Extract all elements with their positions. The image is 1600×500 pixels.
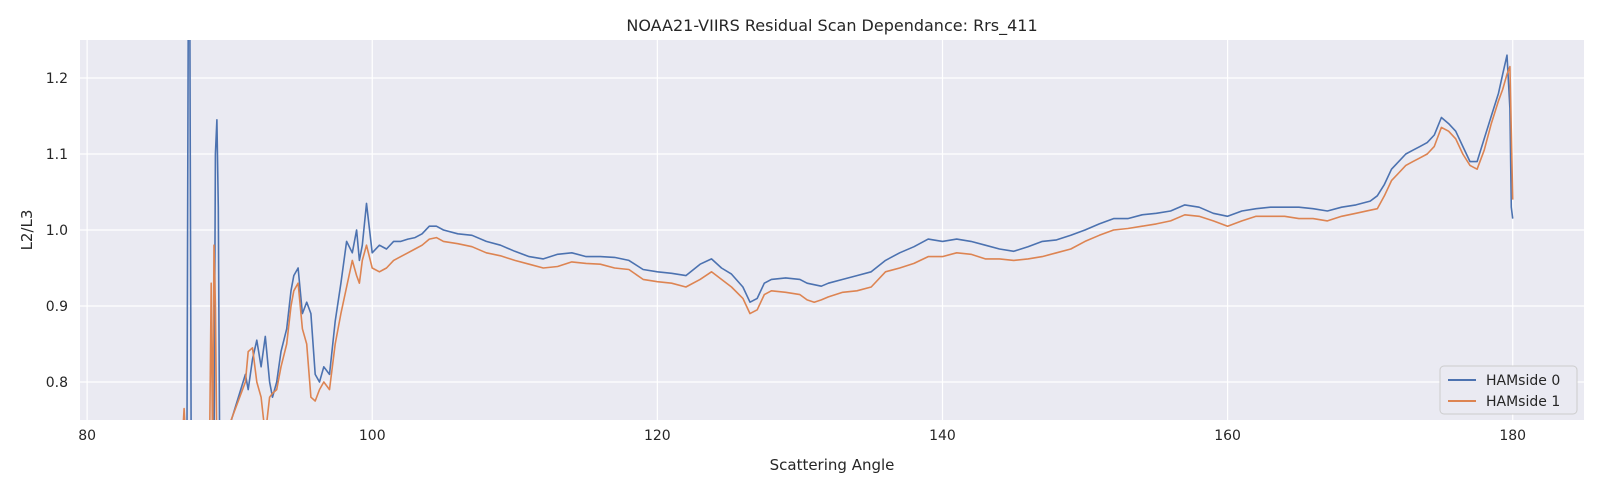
y-axis-title: L2/L3 (18, 210, 36, 251)
y-tick-label: 1.0 (46, 223, 68, 239)
series-line-hamside-0 (186, 40, 1514, 420)
y-tick-label: 0.8 (46, 375, 68, 391)
y-tick-label: 0.9 (46, 299, 68, 315)
x-tick-label: 120 (644, 428, 671, 444)
legend-label: HAMside 0 (1486, 373, 1560, 389)
grid (80, 40, 1584, 420)
legend-label: HAMside 1 (1486, 394, 1560, 410)
x-tick-label: 180 (1499, 428, 1526, 444)
series-layer (182, 40, 1514, 420)
x-tick-label: 80 (78, 428, 96, 444)
x-axis: 80 100 120 140 160 180 (78, 428, 1526, 444)
x-tick-label: 100 (359, 428, 386, 444)
x-axis-title: Scattering Angle (770, 456, 895, 474)
x-tick-label: 160 (1214, 428, 1241, 444)
x-tick-label: 140 (929, 428, 956, 444)
series-line-hamside-1 (182, 65, 1514, 420)
y-tick-label: 1.2 (46, 71, 68, 87)
chart-title: NOAA21-VIIRS Residual Scan Dependance: R… (626, 16, 1037, 36)
y-axis: 0.8 0.9 1.0 1.1 1.2 (46, 71, 68, 391)
legend: HAMside 0 HAMside 1 (1439, 365, 1578, 415)
y-tick-label: 1.1 (46, 147, 68, 163)
